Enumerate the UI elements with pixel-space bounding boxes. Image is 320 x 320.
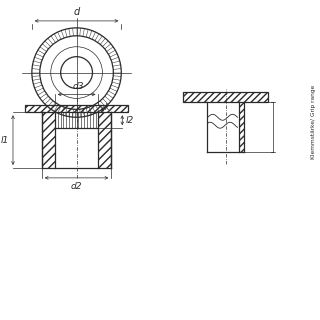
Bar: [42, 112, 55, 168]
Bar: [183, 92, 268, 102]
Text: d2: d2: [71, 182, 82, 191]
Text: l1: l1: [1, 136, 9, 145]
Text: l2: l2: [125, 116, 133, 125]
Bar: [25, 105, 128, 112]
Text: Klemmstärke/ Grip range: Klemmstärke/ Grip range: [310, 85, 316, 159]
Text: d: d: [74, 7, 80, 17]
Bar: [99, 112, 111, 168]
Bar: [238, 102, 244, 152]
Text: d3: d3: [73, 83, 84, 92]
Text: k: k: [104, 103, 109, 112]
